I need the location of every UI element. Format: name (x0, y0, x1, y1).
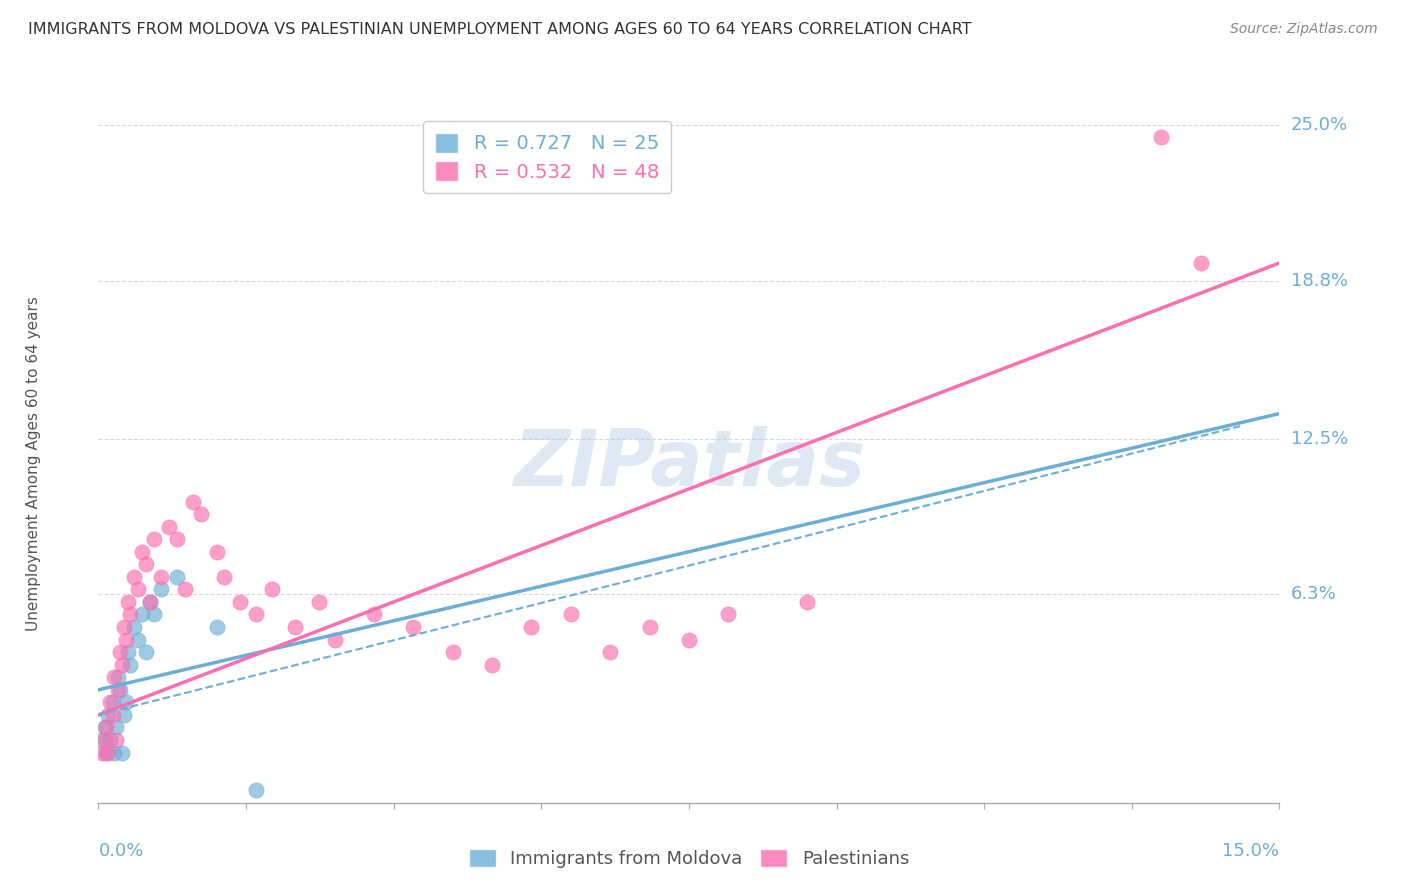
Point (122, 620, 145, 634)
Point (441, 645, 464, 659)
Point (104, 733, 127, 747)
Point (103, 746, 125, 760)
Point (796, 595, 818, 609)
Point (117, 595, 139, 609)
Text: ZIPatlas: ZIPatlas (513, 425, 865, 502)
Point (150, 570, 173, 584)
Point (112, 620, 135, 634)
Point (174, 582, 197, 597)
Point (111, 746, 134, 760)
Point (308, 595, 330, 609)
Point (481, 657, 503, 672)
Point (117, 645, 139, 659)
Point (101, 707, 124, 722)
Point (110, 645, 132, 659)
Point (112, 707, 135, 722)
Point (205, 545, 228, 559)
Point (118, 607, 141, 622)
Point (205, 620, 228, 634)
Point (135, 558, 157, 572)
Point (678, 632, 700, 647)
Point (103, 670, 125, 684)
Point (1189, 256, 1212, 270)
Point (363, 607, 385, 622)
Point (122, 570, 145, 584)
Point (91, 733, 114, 747)
Point (96, 721, 118, 735)
Point (717, 607, 740, 622)
Point (157, 519, 180, 533)
Point (91, 746, 114, 760)
Text: 25.0%: 25.0% (1291, 116, 1348, 134)
Text: 15.0%: 15.0% (1222, 842, 1279, 860)
Point (599, 645, 621, 659)
Point (93, 721, 115, 735)
Point (110, 682, 132, 697)
Point (245, 783, 267, 797)
Point (284, 620, 307, 634)
Point (93, 733, 115, 747)
Point (131, 545, 153, 559)
Point (560, 607, 582, 622)
Point (98, 695, 121, 709)
Point (142, 532, 165, 546)
Text: 18.8%: 18.8% (1291, 271, 1347, 290)
Point (96, 746, 118, 760)
Point (127, 582, 149, 597)
Point (181, 494, 204, 508)
Point (138, 595, 160, 609)
Text: 0.0%: 0.0% (98, 842, 143, 860)
Point (214, 570, 236, 584)
Point (142, 607, 165, 622)
Point (245, 607, 267, 622)
Point (115, 632, 138, 647)
Point (150, 582, 173, 597)
Point (97, 746, 120, 760)
Point (135, 645, 157, 659)
Point (131, 607, 153, 622)
Point (260, 582, 283, 597)
Point (107, 682, 129, 697)
Point (107, 670, 129, 684)
Point (520, 620, 543, 634)
Text: 6.3%: 6.3% (1291, 585, 1336, 603)
Text: IMMIGRANTS FROM MOLDOVA VS PALESTINIAN UNEMPLOYMENT AMONG AGES 60 TO 64 YEARS CO: IMMIGRANTS FROM MOLDOVA VS PALESTINIAN U… (28, 22, 972, 37)
Point (118, 657, 141, 672)
Text: Source: ZipAtlas.com: Source: ZipAtlas.com (1230, 22, 1378, 37)
Text: 12.5%: 12.5% (1291, 430, 1348, 448)
Point (323, 632, 346, 647)
Point (402, 620, 425, 634)
Point (127, 632, 149, 647)
Legend: Immigrants from Moldova, Palestinians: Immigrants from Moldova, Palestinians (461, 841, 917, 875)
Point (638, 620, 661, 634)
Text: Unemployment Among Ages 60 to 64 years: Unemployment Among Ages 60 to 64 years (25, 296, 41, 632)
Point (115, 695, 138, 709)
Point (166, 532, 188, 546)
Point (190, 507, 212, 521)
Point (1150, 130, 1173, 145)
Point (101, 695, 124, 709)
Point (97, 707, 120, 722)
Point (98, 733, 121, 747)
Point (166, 570, 188, 584)
Point (229, 595, 252, 609)
Point (138, 595, 160, 609)
Point (111, 657, 134, 672)
Point (104, 721, 127, 735)
